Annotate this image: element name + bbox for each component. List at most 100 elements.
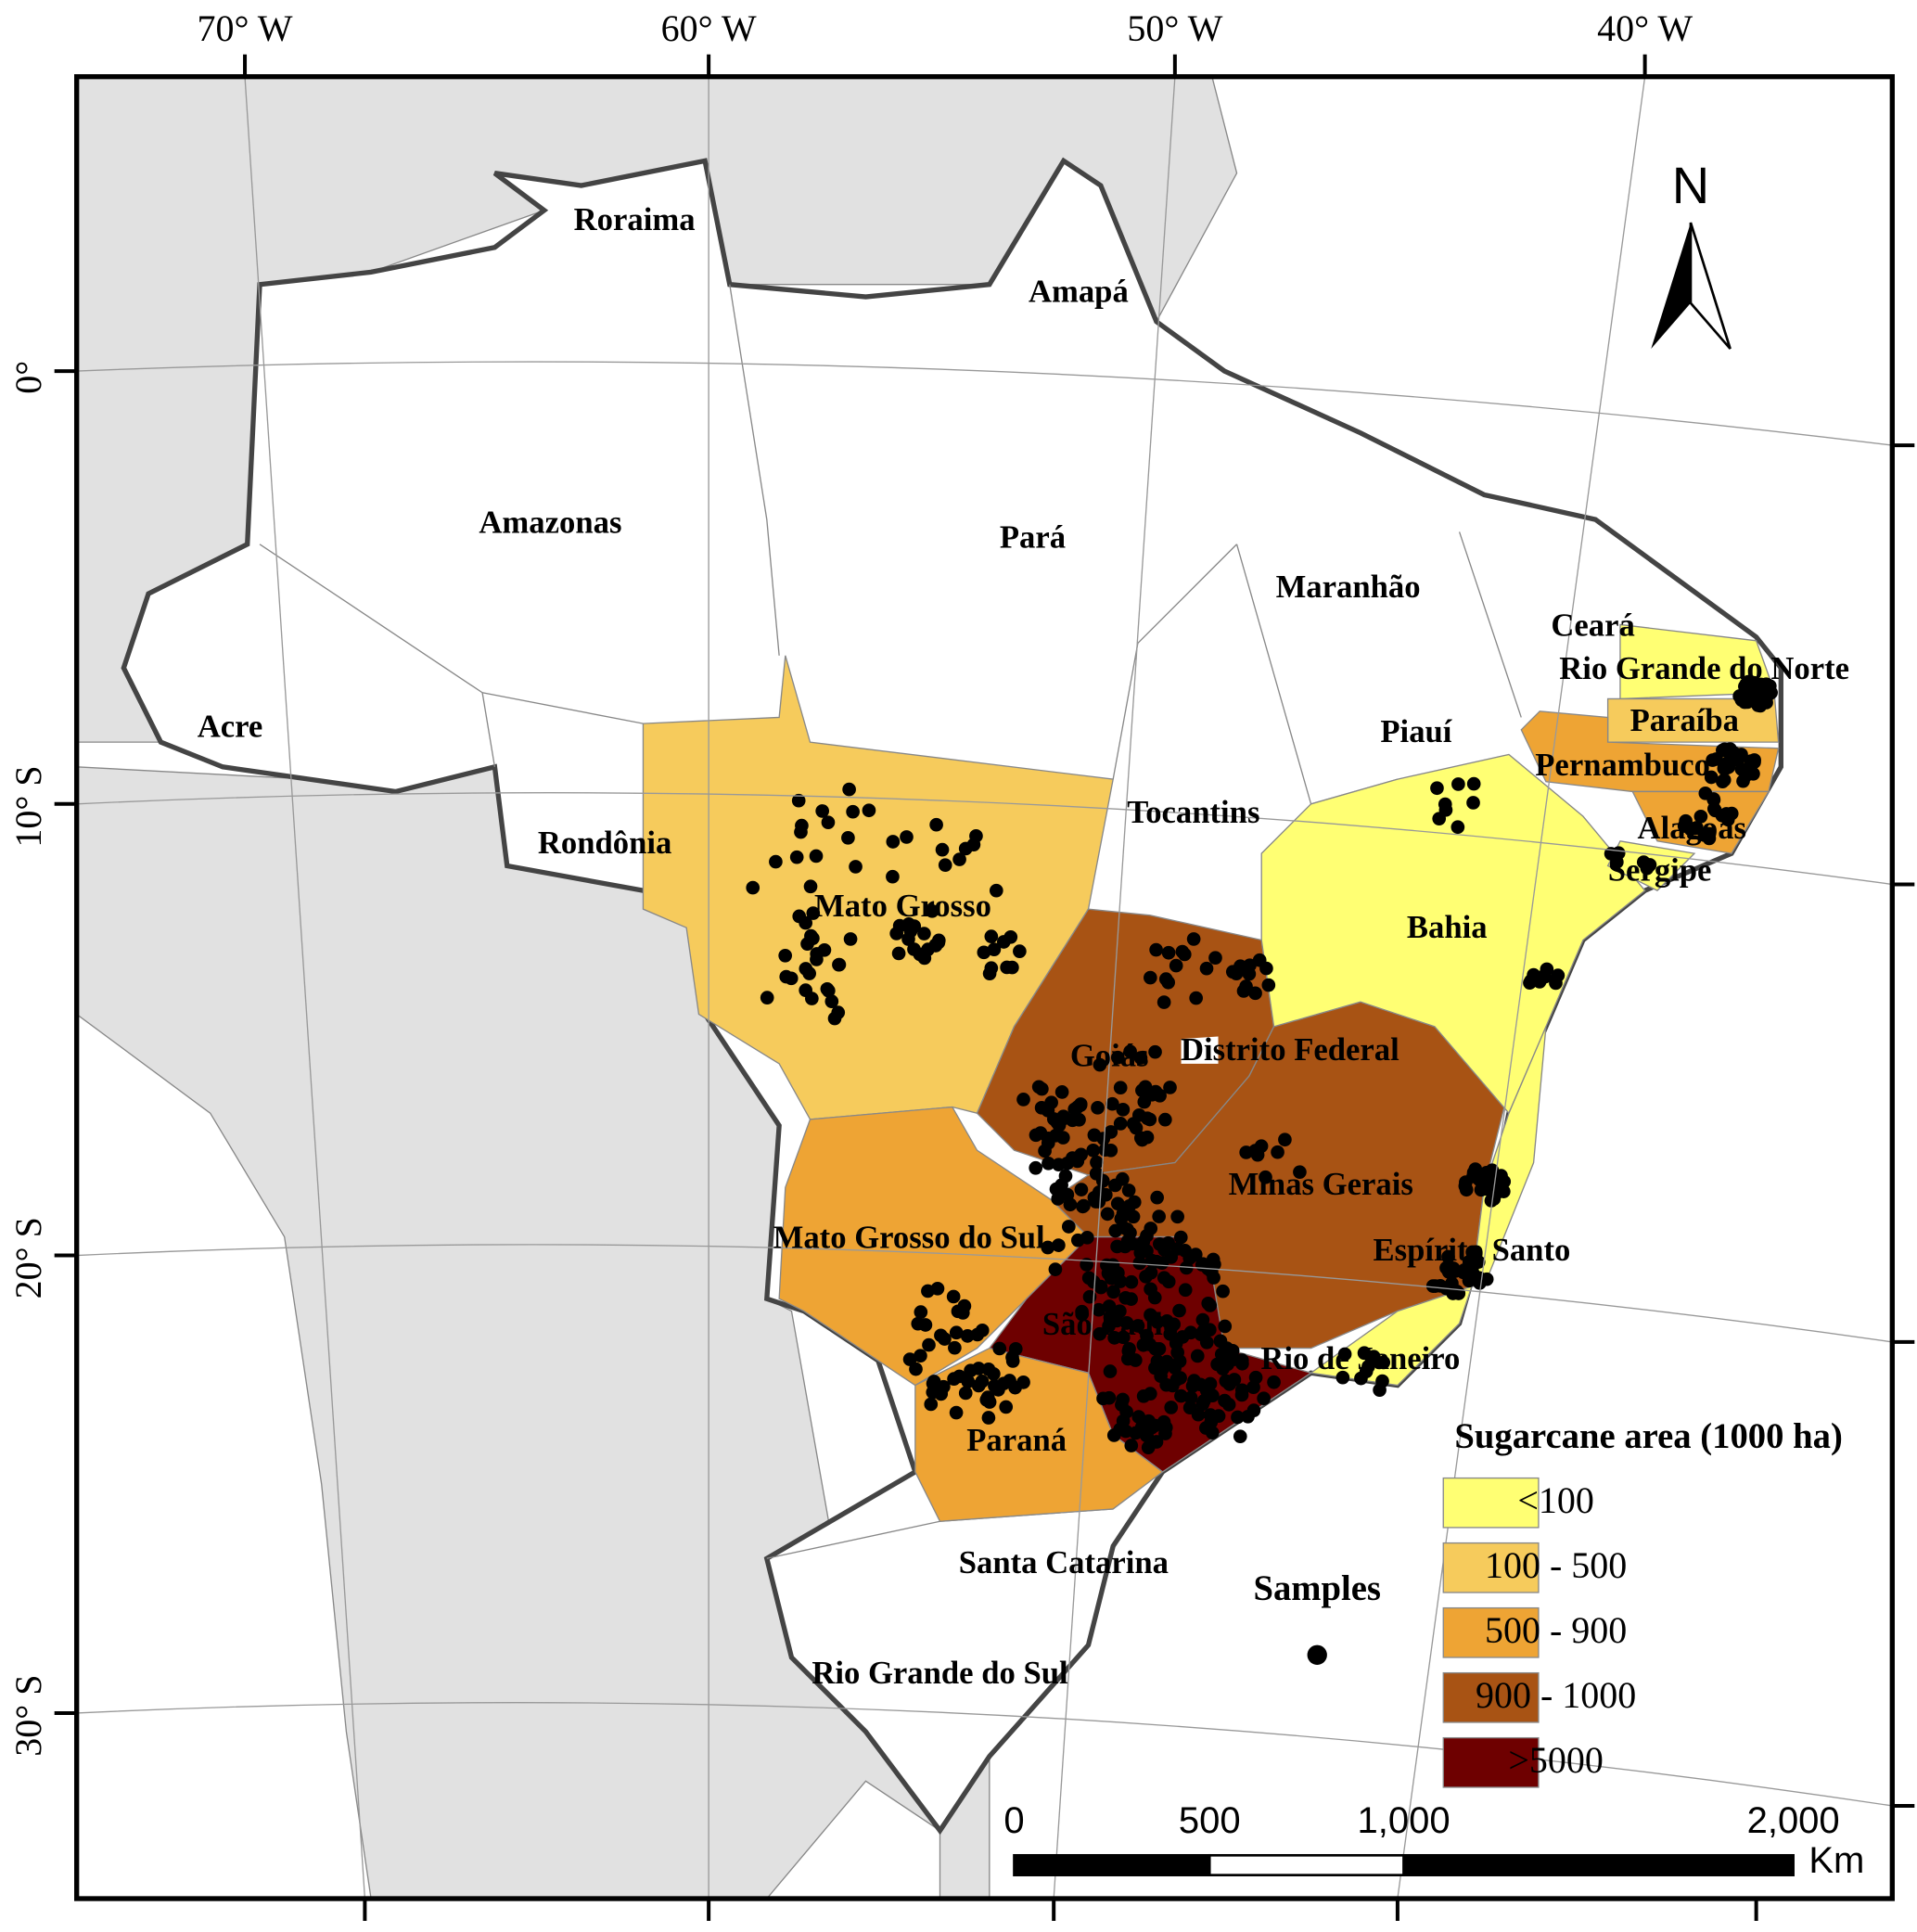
sample-dot [1432,812,1447,826]
sample-dot [1110,1050,1125,1065]
sample-dot [1708,803,1722,818]
meridian [1053,76,1176,1899]
sample-dot [1121,1184,1136,1197]
lat-label: 0° [7,361,49,394]
sample-dot [1158,1112,1172,1127]
sample-dot [1152,1342,1167,1356]
sample-dot [1164,1401,1179,1414]
sample-dot [1095,1173,1110,1188]
sample-dot [1704,770,1719,785]
sample-dot [1093,1326,1107,1341]
sample-dot [1144,1420,1159,1435]
state-label: Paraná [966,1423,1067,1458]
sample-dot [1132,1238,1146,1252]
sample-dot [902,1352,917,1366]
sample-dot [815,804,830,818]
sample-dot [1132,1256,1147,1271]
sample-dot [1150,1190,1165,1205]
sample-dot [981,1363,996,1376]
scale-segment [1402,1853,1795,1876]
sample-dot [1199,1335,1214,1350]
sample-dot [886,835,901,849]
sample-dot [961,1375,976,1388]
sample-dot [970,1327,985,1342]
samples [746,674,1778,1454]
sample-dot [746,880,760,895]
sample-dot [1104,1143,1118,1158]
state-label: Piauí [1380,714,1452,749]
sample-dot [949,1325,964,1340]
sample-dot [975,1374,990,1388]
sample-dot [1052,1238,1066,1252]
legend-swatch [1442,1606,1540,1658]
meridian [244,76,366,1899]
sample-dot [1697,828,1712,842]
state-label: Tocantins [1127,795,1259,830]
sample-dot [1441,1249,1455,1264]
north-label: N [1672,156,1709,214]
sample-dot [1366,1350,1381,1364]
sample-dot [1190,1349,1205,1363]
sample-dot [955,1304,969,1319]
sample-dot [900,830,914,844]
sample-dot [1466,796,1480,810]
sample-dot [1170,1242,1185,1256]
sample-dot [971,1362,986,1375]
sample-dot [958,841,973,856]
sample-dot [1143,1387,1157,1401]
sample-dot [981,1411,996,1425]
sample-dot [1161,975,1176,990]
sample-dot [1430,781,1444,796]
state-label: São Paulo [1042,1307,1179,1342]
sample-dot [1218,1319,1233,1334]
scale-segment [1208,1853,1405,1876]
sample-dot [1143,970,1157,985]
samples-symbol [1307,1644,1327,1665]
sample-dot [1170,1209,1185,1224]
sample-dot [1233,959,1247,974]
sample-dot [1740,695,1755,710]
sample-dot [1450,1285,1464,1299]
sample-dot [1242,966,1257,981]
sample-dot [1183,1390,1198,1405]
state-border [1458,531,1522,718]
sample-dot [1261,978,1276,992]
legend-swatch [1442,1736,1540,1788]
lat-label: 10° S [7,765,49,847]
sample-dot [999,1400,1014,1414]
legend-swatch [1442,1671,1540,1723]
sample-dot [1175,944,1190,959]
sample-dot [1747,753,1761,767]
sample-dot [1677,819,1692,833]
sample-dot [1155,1362,1169,1376]
sample-dot [1194,1377,1208,1392]
sample-dot [1760,688,1775,703]
sample-dot [1189,991,1204,1005]
sample-dot [832,957,847,972]
sample-dot [1141,1440,1156,1454]
lat-label: 30° S [7,1675,49,1757]
sample-dot [1116,1102,1131,1117]
sample-dot [1029,1128,1043,1143]
sample-dot [1451,820,1465,835]
sample-dot [1259,961,1273,976]
sample-dot [1074,1183,1089,1196]
sample-dot [821,815,836,830]
sample-dot [969,829,983,843]
sample-dot [806,906,821,920]
sample-dot [1549,976,1563,991]
sample-dot [1161,945,1176,960]
state-label: Roraima [574,202,696,237]
sample-dot [800,937,814,951]
scale-label: 1,000 [1358,1800,1451,1841]
sample-dot [1074,1147,1088,1162]
sample-dot [1124,1274,1139,1289]
sample-dot [1135,1083,1149,1097]
sample-dot [984,929,999,943]
map-body [76,76,1893,1899]
sample-dot [1717,773,1732,787]
north-arrow-right [1689,222,1732,350]
scale-segment [1013,1853,1211,1876]
sample-dot [1170,1345,1185,1360]
